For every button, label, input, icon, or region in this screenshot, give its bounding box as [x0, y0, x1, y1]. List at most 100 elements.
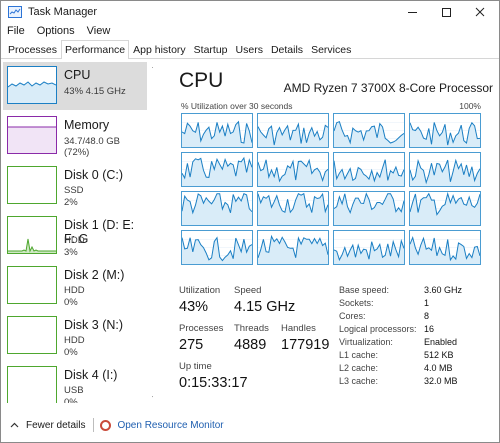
scroll-down-icon[interactable]	[152, 396, 153, 400]
fewer-details-link[interactable]: Fewer details	[26, 419, 86, 431]
tab-processes[interactable]: Processes	[8, 43, 58, 56]
tab-services[interactable]: Services	[311, 43, 352, 56]
l1-cache-value: 512 KB	[424, 350, 454, 360]
close-icon	[475, 7, 485, 17]
disk0-mini-graph	[7, 166, 57, 204]
chevron-up-icon[interactable]	[9, 420, 20, 431]
maximize-button[interactable]	[429, 1, 463, 23]
resource-usage: 0%	[64, 397, 78, 403]
l1-cache-label: L1 cache:	[339, 350, 379, 360]
core-graph	[333, 191, 405, 226]
core-graph	[333, 113, 405, 148]
tab-app-history[interactable]: App history	[133, 43, 186, 56]
page-title: CPU	[179, 69, 224, 92]
resource-item-disk1[interactable]: Disk 1 (D: E: F: G HDD 3%	[3, 212, 147, 260]
resource-usage: 3%	[64, 247, 78, 258]
resource-type: HDD	[64, 235, 85, 246]
disk3-mini-graph	[7, 316, 57, 354]
resource-name: Disk 0 (C:)	[64, 168, 124, 182]
tab-performance[interactable]: Performance	[61, 40, 130, 59]
sockets-value: 1	[424, 298, 430, 308]
utilization-graph-max: 100%	[459, 101, 481, 111]
core-graph	[409, 191, 481, 226]
memory-mini-graph	[7, 116, 57, 154]
resource-name: CPU	[64, 68, 91, 82]
core-graph	[257, 230, 329, 265]
cores-label: Cores:	[339, 311, 366, 321]
processor-name: AMD Ryzen 7 3700X 8-Core Processor	[283, 81, 493, 95]
menu-bar: File Options View	[1, 23, 122, 39]
utilization-graph-label: % Utilization over 30 seconds	[181, 101, 293, 111]
resource-list: CPU 43% 4.15 GHz Memory 34.7/48.0 GB (72…	[3, 62, 153, 403]
l3-cache-label: L3 cache:	[339, 376, 379, 386]
resource-monitor-icon	[100, 419, 112, 431]
speed-label: Speed	[234, 285, 262, 296]
core-graph	[409, 152, 481, 187]
core-graph	[257, 191, 329, 226]
minimize-button[interactable]	[395, 1, 429, 23]
resource-item-disk3[interactable]: Disk 3 (N:) HDD 0%	[3, 312, 147, 360]
logical-processors-value: 16	[424, 324, 435, 334]
tab-details[interactable]: Details	[270, 43, 304, 56]
core-graph	[257, 113, 329, 148]
task-manager-icon	[8, 6, 22, 18]
resource-detail: 43% 4.15 GHz	[64, 86, 126, 97]
menu-file[interactable]: File	[7, 25, 25, 37]
menu-view[interactable]: View	[86, 25, 111, 37]
resource-type: USB	[64, 385, 84, 396]
resource-type: HDD	[64, 335, 85, 346]
tab-users[interactable]: Users	[235, 43, 263, 56]
threads-value: 4889	[234, 337, 267, 353]
cpu-mini-graph	[7, 66, 57, 104]
resource-name: Memory	[64, 118, 110, 132]
resource-item-memory[interactable]: Memory 34.7/48.0 GB (72%)	[3, 112, 147, 160]
title-bar[interactable]: Task Manager	[1, 1, 499, 23]
disk1-mini-graph	[7, 216, 57, 254]
window-title: Task Manager	[28, 6, 98, 18]
core-graph	[257, 152, 329, 187]
core-graph	[333, 230, 405, 265]
handles-value: 177919	[281, 337, 330, 353]
processes-value: 275	[179, 337, 204, 353]
minimize-icon	[407, 11, 417, 13]
disk4-mini-graph	[7, 366, 57, 403]
core-graph	[409, 113, 481, 148]
footer-bar: Fewer details Open Resource Monitor	[1, 413, 499, 437]
processes-label: Processes	[179, 323, 224, 334]
resource-name: Disk 2 (M:)	[64, 268, 125, 282]
base-speed-label: Base speed:	[339, 285, 390, 295]
base-speed-value: 3.60 GHz	[424, 285, 463, 295]
maximize-icon	[441, 7, 451, 17]
core-graph	[333, 152, 405, 187]
tab-startup[interactable]: Startup	[193, 43, 228, 56]
core-graph	[409, 230, 481, 265]
resource-item-disk2[interactable]: Disk 2 (M:) HDD 0%	[3, 262, 147, 310]
open-resource-monitor-link[interactable]: Open Resource Monitor	[117, 419, 224, 431]
l3-cache-value: 32.0 MB	[424, 376, 458, 386]
uptime-label: Up time	[179, 361, 212, 372]
l2-cache-value: 4.0 MB	[424, 363, 453, 373]
resource-detail: 34.7/48.0 GB (72%)	[64, 136, 120, 158]
core-graph	[181, 152, 253, 187]
speed-value: 4.15 GHz	[234, 299, 296, 315]
core-graph	[181, 191, 253, 226]
close-button[interactable]	[463, 1, 497, 23]
core-graphs-grid	[181, 113, 483, 331]
sockets-label: Sockets:	[339, 298, 374, 308]
resource-usage: 2%	[64, 197, 78, 208]
footer-divider	[93, 418, 95, 432]
menu-options[interactable]: Options	[36, 25, 75, 37]
scroll-up-icon[interactable]	[152, 64, 153, 68]
resource-item-disk4[interactable]: Disk 4 (I:) USB 0%	[3, 362, 147, 403]
resource-item-cpu[interactable]: CPU 43% 4.15 GHz	[3, 62, 147, 110]
cores-value: 8	[424, 311, 430, 321]
l2-cache-label: L2 cache:	[339, 363, 379, 373]
resource-usage: 0%	[64, 347, 78, 358]
core-graph	[181, 113, 253, 148]
disk2-mini-graph	[7, 266, 57, 304]
resource-item-disk0[interactable]: Disk 0 (C:) SSD 2%	[3, 162, 147, 210]
resource-usage: 0%	[64, 297, 78, 308]
resource-name: Disk 1 (D: E: F: G	[64, 218, 135, 246]
logical-processors-label: Logical processors:	[339, 324, 417, 334]
